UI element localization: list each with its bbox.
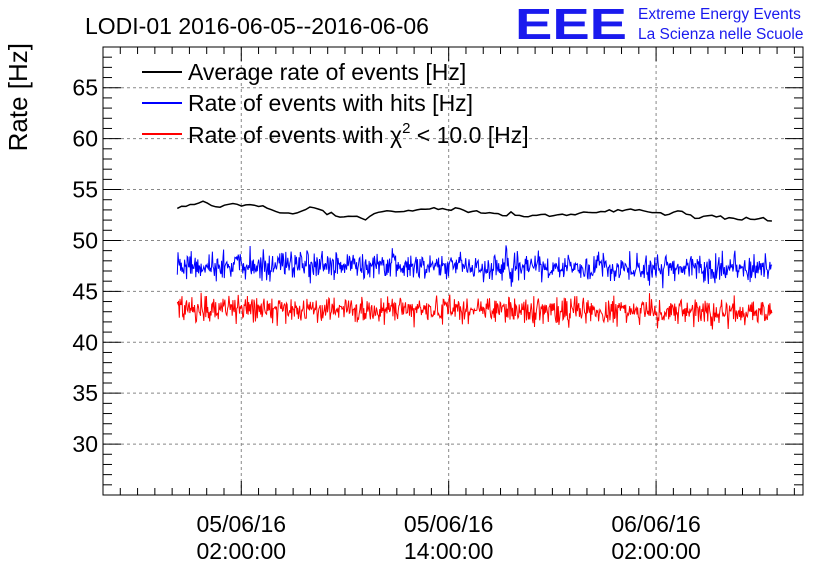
y-tick-label: 50 xyxy=(72,227,98,253)
legend-label-chi-sup: 2 xyxy=(402,120,410,137)
series-layer xyxy=(176,200,773,330)
x-axis-ticks: 05/06/1602:00:0005/06/1614:00:0006/06/16… xyxy=(102,47,795,564)
x-tick-date-label: 05/06/16 xyxy=(404,511,494,537)
y-tick-label: 30 xyxy=(72,431,98,457)
y-tick-label: 60 xyxy=(72,126,98,152)
legend: Average rate of events [Hz] Rate of even… xyxy=(142,59,529,148)
legend-label-chi-prefix: Rate of events with χ xyxy=(188,122,402,148)
y-tick-label: 65 xyxy=(72,75,98,101)
x-tick-date-label: 05/06/16 xyxy=(197,511,287,537)
y-tick-label: 35 xyxy=(72,380,98,406)
y-axis-ticks: 30 35 40 45 50 55 60 65 xyxy=(72,46,803,486)
legend-label-avg: Average rate of events [Hz] xyxy=(188,59,466,85)
y-tick-label: 45 xyxy=(72,278,98,304)
y-tick-label: 55 xyxy=(72,177,98,203)
legend-label-hits: Rate of events with hits [Hz] xyxy=(188,90,473,116)
eee-logo-line2: La Scienza nelle Scuole xyxy=(638,26,803,43)
legend-label-chi-suffix: < 10.0 [Hz] xyxy=(410,122,528,148)
series-line-2 xyxy=(176,292,773,330)
series-line-1 xyxy=(176,245,773,289)
series-line-0 xyxy=(176,200,772,222)
chart-title: LODI-01 2016-06-05--2016-06-06 xyxy=(85,13,429,39)
x-tick-time-label: 02:00:00 xyxy=(611,538,701,564)
x-tick-time-label: 02:00:00 xyxy=(197,538,287,564)
x-tick-date-label: 06/06/16 xyxy=(611,511,701,537)
y-axis-label: Rate [Hz] xyxy=(3,43,33,151)
eee-logo: EEE Extreme Energy Events La Scienza nel… xyxy=(515,0,803,49)
legend-label-chi: Rate of events with χ2 < 10.0 [Hz] xyxy=(188,120,529,148)
y-tick-label: 40 xyxy=(72,329,98,355)
eee-logo-line1: Extreme Energy Events xyxy=(638,6,801,23)
eee-logo-letters: EEE xyxy=(515,0,627,49)
grid-lines xyxy=(103,47,803,495)
x-tick-time-label: 14:00:00 xyxy=(404,538,494,564)
